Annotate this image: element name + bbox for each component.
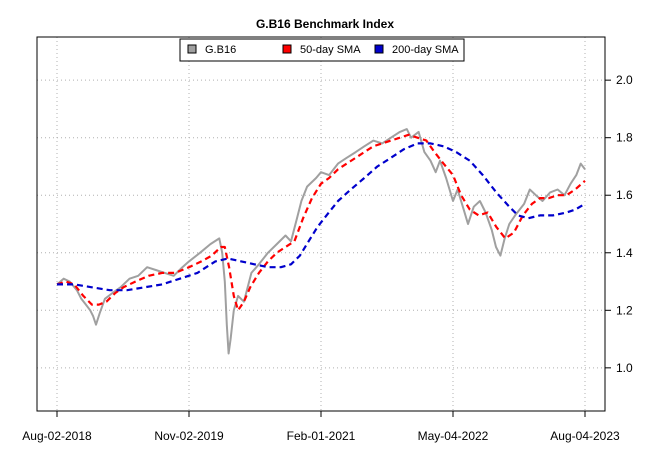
y-tick-label: 1.6 [616,188,633,202]
legend-swatch [282,44,292,54]
y-tick-label: 1.8 [616,131,633,145]
legend-label: 50-day SMA [300,44,361,56]
series-line-1 [56,133,586,312]
legend-label: G.B16 [205,44,236,56]
x-tick-label: Feb-01-2021 [287,429,356,443]
legend-swatch [187,44,197,54]
series-line-2 [57,142,586,292]
y-tick-label: 1.0 [616,361,633,375]
y-tick-label: 2.0 [616,73,633,87]
series-layer [56,128,586,355]
series-line-0 [56,128,586,355]
legend-box [179,38,465,62]
chart-title: G.B16 Benchmark Index [256,17,394,31]
legend-swatch [374,44,384,54]
x-tick-label: Nov-02-2019 [154,429,224,443]
gridlines [37,37,605,411]
legend-label: 200-day SMA [392,44,459,56]
x-axis: Aug-02-2018 Nov-02-2019 Feb-01-2021 May-04-… [22,410,620,443]
x-tick-label: Aug-04-2023 [550,429,620,443]
x-tick-label: Aug-02-2018 [22,429,92,443]
x-tick-label: May-04-2022 [418,429,489,443]
y-tick-label: 1.4 [616,246,633,260]
y-axis: 1.0 1.2 1.4 1.6 1.8 2.0 [605,73,633,375]
y-tick-label: 1.2 [616,303,633,317]
legend: G.B16 50-day SMA 200-day SMA [179,38,465,62]
